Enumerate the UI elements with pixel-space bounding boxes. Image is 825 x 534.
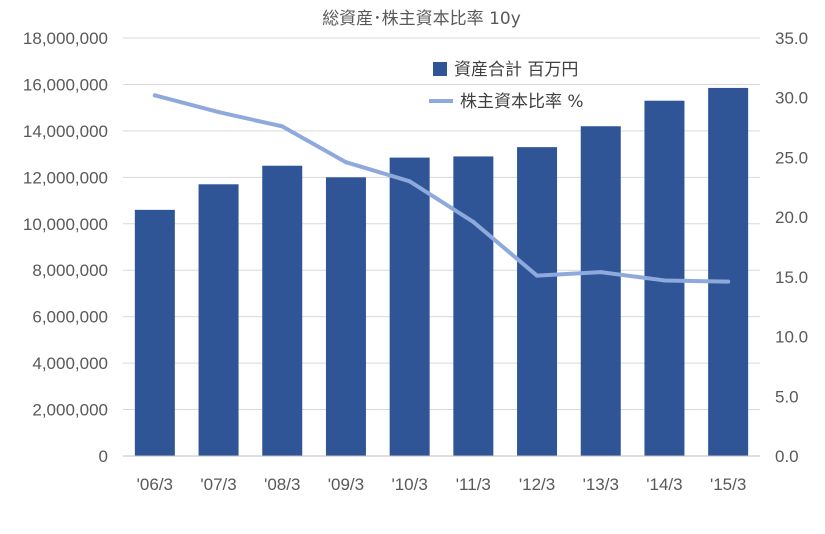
- left-tick-label: 10,000,000: [23, 215, 108, 234]
- right-tick-label: 15.0: [775, 268, 808, 287]
- legend-bar-swatch: [433, 62, 447, 76]
- left-tick-label: 8,000,000: [32, 261, 108, 280]
- ratio-point: [216, 110, 221, 115]
- ratio-point: [598, 270, 603, 275]
- left-tick-label: 14,000,000: [23, 122, 108, 141]
- right-tick-label: 30.0: [775, 89, 808, 108]
- x-tick-label: '13/3: [583, 475, 619, 494]
- bar: [262, 165, 303, 456]
- right-tick-label: 10.0: [775, 328, 808, 347]
- bar-series: [134, 87, 749, 457]
- left-tick-label: 6,000,000: [32, 308, 108, 327]
- left-tick-label: 2,000,000: [32, 401, 108, 420]
- right-tick-label: 35.0: [775, 29, 808, 48]
- ratio-point: [471, 219, 476, 224]
- bar: [517, 147, 558, 456]
- left-tick-label: 0: [99, 447, 108, 466]
- left-tick-label: 16,000,000: [23, 75, 108, 94]
- bar: [389, 157, 430, 456]
- ratio-point: [152, 93, 157, 98]
- x-tick-label: '08/3: [264, 475, 300, 494]
- x-tick-label: '07/3: [200, 475, 236, 494]
- ratio-point: [662, 278, 667, 283]
- ratio-point: [535, 273, 540, 278]
- line-series: [152, 93, 731, 284]
- legend-line-label: 株主資本比率 %: [460, 92, 584, 112]
- right-tick-label: 20.0: [775, 208, 808, 227]
- bar: [198, 184, 239, 457]
- x-tick-label: '14/3: [646, 475, 682, 494]
- left-tick-label: 4,000,000: [32, 354, 108, 373]
- ratio-line: [152, 93, 731, 284]
- right-tick-label: 25.0: [775, 148, 808, 167]
- left-axis: 0 2,000,000 4,000,000 6,000,000 8,000,000 10,…: [23, 29, 108, 466]
- bar: [580, 126, 621, 456]
- ratio-point: [407, 179, 412, 184]
- legend: 資産合計 百万円 株主資本比率 %: [429, 60, 584, 112]
- bar: [325, 177, 366, 457]
- chart-title: 総資産･株主資本比率 10y: [322, 9, 521, 29]
- ratio-point: [280, 124, 285, 129]
- x-tick-label: '15/3: [710, 475, 746, 494]
- x-tick-label: '10/3: [391, 475, 427, 494]
- bar: [134, 209, 175, 456]
- bar: [708, 87, 749, 456]
- right-tick-label: 5.0: [775, 387, 799, 406]
- legend-bar-label: 資産合計 百万円: [454, 60, 578, 80]
- left-tick-label: 18,000,000: [23, 29, 108, 48]
- x-tick-label: '11/3: [456, 475, 491, 494]
- right-tick-label: 0.0: [775, 447, 799, 466]
- bar: [453, 156, 494, 456]
- x-tick-label: '09/3: [328, 475, 364, 494]
- ratio-point: [343, 160, 348, 165]
- right-axis: 0.0 5.0 10.0 15.0 20.0 25.0 30.0 35.0: [775, 29, 808, 466]
- left-tick-label: 12,000,000: [23, 168, 108, 187]
- ratio-point: [726, 279, 731, 284]
- x-axis: '06/3 '07/3 '08/3 '09/3 '10/3 '11/3 '12/3 '13/3…: [123, 455, 760, 494]
- x-tick-label: '12/3: [519, 475, 555, 494]
- x-tick-label: '06/3: [137, 475, 173, 494]
